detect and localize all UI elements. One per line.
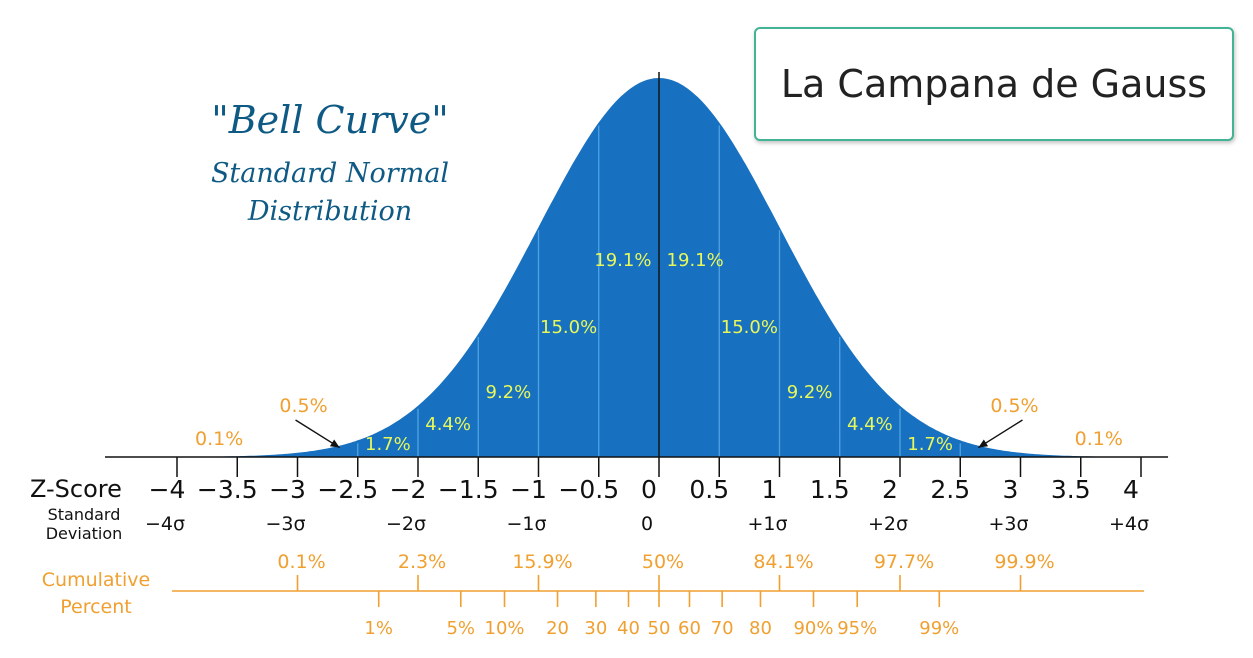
z-tick-label: −2 [390,475,427,504]
percentile-label: 70 [711,618,734,639]
percentile-label: 30 [584,618,607,639]
region-percent-label: 1.7% [907,434,953,455]
stddev-row-label-1: Standard [48,505,121,524]
z-tick-label: 3 [1003,475,1019,504]
sigma-label: +1σ [747,513,787,535]
percentile-label: 50 [648,618,671,639]
region-percent-label: 0.1% [1075,428,1123,450]
cumulative-label: 15.9% [512,551,572,573]
percentile-label: 95% [837,618,877,639]
region-percent-labels: 0.1% 0.5% 1.7% 4.4% 9.2% 15.0% 19.1% 19.1% 15.0%… [195,250,1123,455]
region-percent-label: 1.7% [365,434,411,455]
region-percent-label: 4.4% [425,414,471,435]
sigma-label: +3σ [988,513,1028,535]
z-tick-label: 0.5 [689,475,729,504]
chart-subtitle-line-2: Distribution [247,196,413,227]
percentile-label: 99% [919,618,959,639]
sigma-label: −4σ [145,513,185,535]
sigma-label: −3σ [265,513,305,535]
percentile-label: 10% [485,618,525,639]
region-percent-label: 0.1% [195,428,243,450]
percentile-label: 5% [446,618,475,639]
z-tick-label: 1.5 [810,475,850,504]
sigma-label: −2σ [386,513,426,535]
arrow-head [329,439,340,448]
banner-title: La Campana de Gauss [780,62,1208,106]
cumulative-label: 50% [642,551,684,573]
percentile-label: 80 [749,618,772,639]
sigma-label: 0 [641,513,653,535]
region-percent-label: 0.5% [279,395,327,417]
z-tick-label: 3.5 [1051,475,1091,504]
stddev-row-label-2: Deviation [46,524,123,543]
z-tick-label: −3.5 [197,475,258,504]
cumulative-label: 99.9% [994,551,1054,573]
cumulative-label: 2.3% [398,551,446,573]
z-tick-label: 2.5 [930,475,970,504]
percentile-label: 60 [678,618,701,639]
sigma-label: +2σ [868,513,908,535]
z-tick-label: −1.5 [438,475,499,504]
z-tick-label: −0.5 [558,475,619,504]
region-percent-label: 19.1% [667,250,724,271]
chart-title: "Bell Curve" [211,98,449,142]
z-tick-label: 1 [762,475,778,504]
z-tick-label: −2.5 [317,475,378,504]
z-tick-label: −1 [510,475,547,504]
zscore-row-label: Z-Score [30,475,122,503]
percentile-label: 1% [364,618,393,639]
percentile-label: 20 [546,618,569,639]
region-percent-label: 9.2% [486,382,532,403]
region-percent-label: 0.5% [990,395,1038,417]
cumulative-row-label-2: Percent [60,596,132,618]
sigma-label: +4σ [1109,513,1149,535]
arrow-head [978,439,989,448]
region-percent-label: 15.0% [540,317,597,338]
region-percent-label: 15.0% [721,317,778,338]
sigma-row: −4σ −3σ −2σ −1σ 0 +1σ +2σ +3σ +4σ [145,513,1149,535]
z-tick-label: 4 [1123,475,1139,504]
percentile-label: 40 [617,618,640,639]
cumulative-label: 0.1% [277,551,325,573]
sigma-label: −1σ [506,513,546,535]
cumulative-label: 97.7% [874,551,934,573]
cumulative-row: 0.1% 2.3% 15.9% 50% 84.1% 97.7% 99.9% 1% 5% 10% 20… [172,551,1144,639]
region-percent-label: 4.4% [847,414,893,435]
cumulative-label: 84.1% [753,551,813,573]
z-tick-label: −4 [149,475,186,504]
z-tick-label: −3 [269,475,306,504]
z-axis: −4 −3.5 −3 −2.5 −2 −1.5 −1 −0.5 0 0.5 1 1.5 2 2.5 3 3.5… [105,72,1168,504]
z-tick-label: 2 [882,475,898,504]
chart-subtitle-line-1: Standard Normal [210,158,450,189]
region-percent-label: 19.1% [594,250,651,271]
title-banner: La Campana de Gauss [754,27,1234,141]
cumulative-row-label-1: Cumulative [42,569,150,591]
region-percent-label: 9.2% [787,382,833,403]
percentile-label: 90% [793,618,833,639]
z-tick-label: 0 [641,475,657,504]
